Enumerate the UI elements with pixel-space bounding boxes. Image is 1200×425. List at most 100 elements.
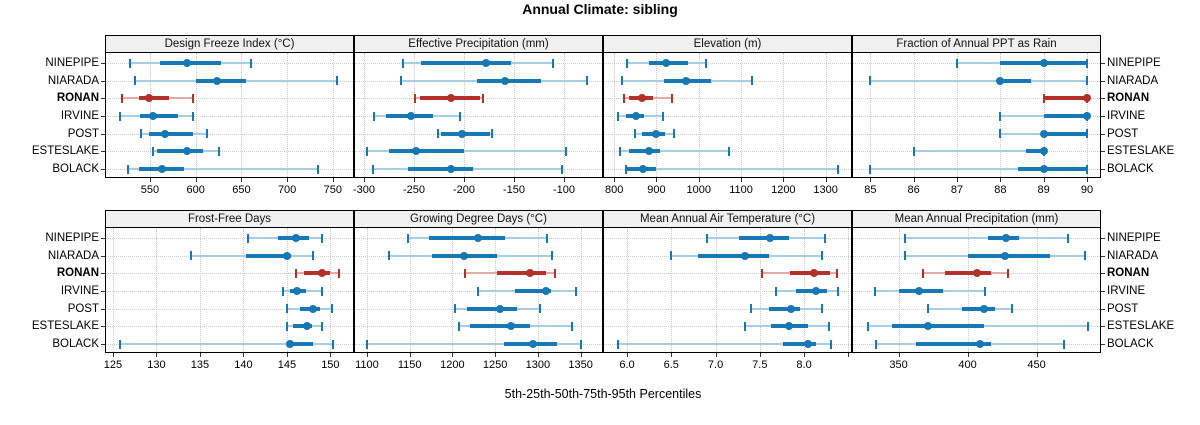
percentile-95th-cap (1086, 76, 1088, 86)
percentile-5th-cap (285, 321, 288, 331)
x-tick-label: 800 (604, 184, 624, 196)
percentile-5th-cap (743, 321, 746, 331)
median-dot (1039, 147, 1048, 156)
whisker-iqr-bar (157, 149, 203, 154)
station-label-right-esteslake: ESTESLAKE (1107, 145, 1175, 158)
x-axis-tick (414, 178, 415, 182)
median-dot (975, 340, 984, 348)
whisker-iqr-bar (148, 131, 193, 136)
percentile-95th-cap (561, 164, 563, 174)
median-dot (317, 269, 326, 278)
gridline-horizontal (106, 133, 353, 135)
percentile-95th-cap (705, 58, 708, 68)
median-dot (631, 112, 640, 120)
x-axis-tick (514, 178, 515, 182)
percentile-95th-cap (1086, 58, 1088, 68)
y-axis-tick (1101, 80, 1105, 82)
x-tick-label: 1350 (568, 359, 593, 371)
percentile-5th-cap (285, 304, 288, 314)
percentile-5th-cap (120, 93, 123, 103)
x-axis-tick (825, 178, 827, 182)
station-label-right-irvine: IRVINE (1107, 285, 1146, 297)
x-axis-tick (715, 353, 717, 357)
percentile-5th-cap (477, 286, 480, 296)
whisker-range-line (905, 237, 1069, 239)
gridline-horizontal (853, 116, 1100, 117)
percentile-5th-cap (867, 321, 870, 331)
x-axis-tick (464, 178, 465, 182)
x-tick-label: 1300 (813, 184, 838, 196)
median-dot (459, 251, 468, 260)
whisker-iqr-bar (1043, 96, 1087, 101)
gridline-vertical (614, 53, 616, 177)
whisker-iqr-bar (891, 324, 985, 329)
x-tick-label: 450 (1027, 359, 1046, 371)
x-axis-tick (870, 178, 872, 182)
x-axis-tick (156, 353, 158, 357)
x-axis-tick (804, 353, 806, 357)
x-tick-label: -100 (552, 184, 576, 196)
whisker-iqr-bar (246, 253, 292, 258)
median-dot (811, 287, 820, 295)
whisker-iqr-bar (768, 306, 800, 311)
median-dot (803, 340, 812, 348)
median-dot (507, 322, 516, 331)
gridline-vertical (366, 228, 368, 352)
x-tick-label: 750 (323, 184, 343, 196)
percentile-5th-cap (624, 164, 627, 174)
chart-title: Annual Climate: sibling (522, 1, 678, 17)
station-label-left-esteslake: ESTESLAKE (31, 145, 99, 158)
gridline-horizontal (604, 273, 851, 275)
x-tick-label: 1000 (686, 184, 711, 196)
x-axis-tick (1000, 178, 1002, 182)
station-label-left-ronan: RONAN (56, 267, 99, 280)
x-tick-label: 1100 (355, 359, 379, 371)
x-axis-tick (913, 178, 915, 182)
station-label-left-bolack: BOLACK (52, 163, 99, 175)
median-dot (144, 94, 153, 103)
y-axis-tick (101, 80, 105, 82)
percentile-5th-cap (774, 286, 777, 296)
x-tick-label: -300 (352, 184, 376, 196)
percentile-95th-cap (1086, 321, 1089, 331)
percentile-95th-cap (311, 251, 314, 261)
percentile-5th-cap (749, 304, 752, 314)
percentile-5th-cap (904, 251, 907, 261)
y-axis-tick (1101, 326, 1105, 328)
x-axis-tick (537, 353, 539, 357)
whisker-iqr-bar (629, 149, 660, 154)
whisker-iqr-bar (945, 271, 991, 276)
percentile-95th-cap (1086, 164, 1088, 174)
median-dot (474, 234, 483, 242)
station-label-left-ninepipe: NINEPIPE (45, 232, 99, 244)
x-axis-tick (848, 353, 850, 357)
gridline-horizontal (604, 291, 851, 292)
percentile-5th-cap (458, 321, 461, 331)
x-axis-tick (671, 353, 673, 357)
median-dot (212, 76, 221, 85)
median-dot (458, 129, 466, 138)
percentile-95th-cap (662, 111, 665, 121)
percentile-5th-cap (388, 251, 391, 261)
x-axis-tick (564, 178, 565, 182)
station-label-right-niarada: NIARADA (1107, 74, 1159, 87)
gridline-vertical (195, 53, 197, 177)
x-tick-label: -250 (402, 184, 426, 196)
y-axis-tick (1101, 169, 1105, 170)
median-dot (182, 59, 191, 67)
y-axis-tick (101, 238, 105, 239)
gridline-vertical (870, 53, 872, 177)
median-dot (542, 287, 551, 295)
gridline-horizontal (604, 63, 851, 64)
gridline-vertical (330, 228, 332, 352)
percentile-5th-cap (151, 146, 154, 156)
whisker-iqr-bar (962, 306, 996, 311)
gridline-vertical (783, 53, 785, 177)
median-dot (1083, 94, 1091, 103)
gridline-horizontal (106, 308, 353, 310)
panel-title-mean-annual-air-temperature-c: Mean Annual Air Temperature (°C) (603, 210, 852, 227)
percentile-5th-cap (912, 146, 915, 156)
x-tick-label: 1300 (525, 359, 551, 371)
x-tick-label: 90 (1080, 184, 1094, 196)
percentile-95th-cap (317, 164, 320, 174)
